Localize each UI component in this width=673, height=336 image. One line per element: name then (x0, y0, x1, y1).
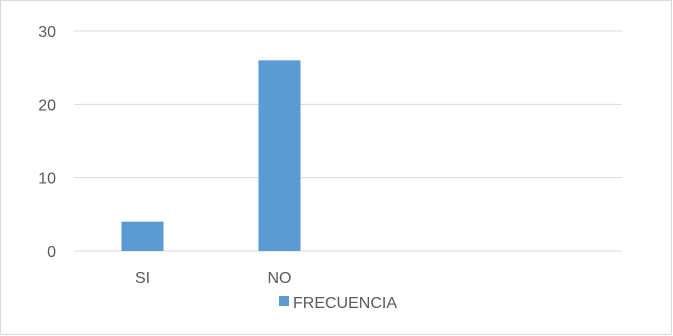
legend-label: FRECUENCIA (293, 295, 397, 312)
x-axis-tick-labels: SI NO (135, 270, 292, 287)
y-axis-tick-labels: 0 10 20 30 (38, 24, 56, 261)
y-tick-label-0: 0 (47, 244, 56, 261)
y-tick-label-20: 20 (38, 97, 56, 114)
x-tick-label-no: NO (268, 270, 292, 287)
y-tick-label-30: 30 (38, 24, 56, 41)
bar-no (258, 60, 301, 252)
legend: FRECUENCIA (279, 295, 397, 312)
x-tick-label-si: SI (135, 270, 150, 287)
bar-si (121, 221, 164, 251)
y-tick-label-10: 10 (38, 171, 56, 188)
legend-swatch (279, 296, 289, 306)
bars (121, 60, 301, 252)
gridlines (74, 30, 622, 252)
